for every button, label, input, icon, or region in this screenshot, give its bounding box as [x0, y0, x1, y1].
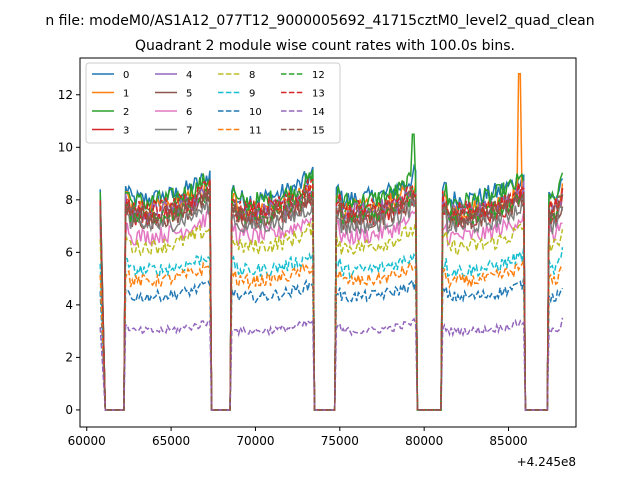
- legend-label: 7: [186, 126, 192, 137]
- x-tick-label: 70000: [236, 434, 274, 448]
- y-axis: 0 2 4 6 8 10 12: [58, 88, 80, 417]
- legend-label: 10: [249, 107, 262, 118]
- series-line-13: [99, 177, 564, 411]
- legend-label: 1: [123, 89, 129, 100]
- series-line-14: [99, 317, 564, 411]
- legend-label: 6: [186, 107, 192, 118]
- x-axis: 60000 65000 70000 75000 80000 85000: [68, 427, 528, 448]
- series-line-10: [99, 277, 564, 411]
- legend-label: 11: [249, 126, 262, 137]
- chart-title: Quadrant 2 module wise count rates with …: [135, 38, 515, 54]
- series-layer: [99, 73, 564, 411]
- x-tick-label: 75000: [321, 434, 359, 448]
- y-tick-label: 0: [65, 403, 73, 417]
- x-tick-label: 85000: [489, 434, 527, 448]
- plot-area-frame: [79, 57, 577, 428]
- y-tick-label: 4: [65, 298, 73, 312]
- legend-label: 12: [312, 70, 325, 81]
- legend-label: 13: [312, 89, 325, 100]
- y-tick-label: 6: [65, 245, 73, 259]
- y-tick-label: 10: [58, 140, 73, 154]
- legend-label: 0: [123, 70, 129, 81]
- legend-box: [85, 62, 341, 144]
- legend-label: 4: [186, 70, 192, 81]
- series-line-11: [99, 259, 564, 411]
- legend-label: 8: [249, 70, 255, 81]
- legend-label: 2: [123, 107, 129, 118]
- legend-label: 15: [312, 126, 325, 137]
- y-tick-label: 2: [65, 350, 73, 364]
- legend-label: 3: [123, 126, 129, 137]
- figure-suptitle: n file: modeM0/AS1A12_077T12_9000005692_…: [45, 13, 594, 29]
- legend-label: 9: [249, 89, 255, 100]
- y-tick-label: 8: [65, 193, 73, 207]
- y-tick-label: 12: [58, 88, 73, 102]
- legend-label: 14: [312, 107, 325, 118]
- x-tick-label: 65000: [152, 434, 190, 448]
- series-line-2: [99, 133, 564, 411]
- x-offset-label: +4.245e8: [517, 455, 576, 469]
- series-line-15: [99, 184, 564, 411]
- series-line-8: [99, 219, 564, 411]
- x-tick-label: 80000: [405, 434, 443, 448]
- x-tick-label: 60000: [68, 434, 106, 448]
- legend-label: 5: [186, 89, 192, 100]
